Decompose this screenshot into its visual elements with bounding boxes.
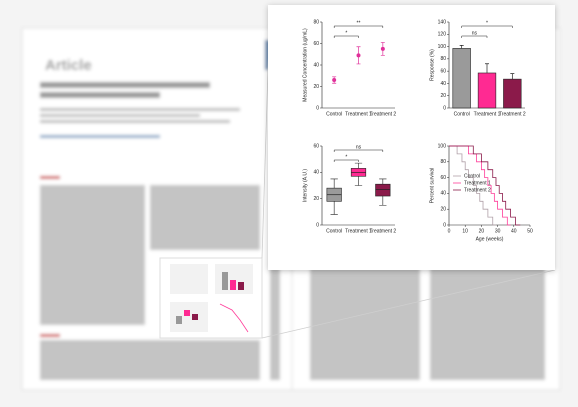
box xyxy=(375,183,391,197)
x-tick-label: Treatment 1 xyxy=(345,228,372,234)
y-tick-label: 80 xyxy=(313,19,319,25)
significance-bracket xyxy=(333,25,384,28)
article-heading: Article xyxy=(45,57,92,74)
significance-bracket xyxy=(333,149,384,152)
significance-label: ns xyxy=(472,30,478,36)
survival-curve xyxy=(449,145,496,226)
dot xyxy=(380,46,385,51)
x-tick-label: 50 xyxy=(527,228,533,234)
x-tick-label: 0 xyxy=(448,228,451,234)
bar xyxy=(503,78,522,109)
dot xyxy=(332,78,337,83)
y-tick-label: 100 xyxy=(438,143,447,149)
y-tick-label: 20 xyxy=(313,84,319,90)
y-tick-label: 100 xyxy=(438,44,447,50)
x-tick-label: 10 xyxy=(462,228,468,234)
y-tick-label: 60 xyxy=(313,41,319,47)
y-tick-label: 0 xyxy=(316,105,319,111)
y-tick-label: 0 xyxy=(443,105,446,111)
x-tick-label: Control xyxy=(326,111,342,117)
y-axis-label: Response (%) xyxy=(429,49,435,81)
survival-curve xyxy=(449,145,521,226)
y-axis-label: Measured Concentration (ug/mL) xyxy=(302,28,308,102)
x-tick-label: Treatment 2 xyxy=(369,111,396,117)
y-tick-label: 0 xyxy=(316,222,319,228)
significance-label: * xyxy=(345,154,347,160)
x-tick-label: 40 xyxy=(511,228,517,234)
dot xyxy=(356,53,361,58)
x-tick-label: 30 xyxy=(495,228,501,234)
y-tick-label: 120 xyxy=(438,32,447,38)
y-tick-label: 40 xyxy=(440,191,446,197)
y-tick-label: 60 xyxy=(440,175,446,181)
survival-curve xyxy=(449,145,511,226)
y-tick-label: 20 xyxy=(313,196,319,202)
legend-label: Treatment 1 xyxy=(464,180,491,186)
y-tick-label: 0 xyxy=(443,222,446,228)
bar xyxy=(452,48,471,109)
y-tick-label: 20 xyxy=(440,93,446,99)
y-tick-label: 60 xyxy=(313,143,319,149)
significance-bracket xyxy=(461,35,488,38)
y-tick-label: 80 xyxy=(440,56,446,62)
y-axis-label: Percent survival xyxy=(429,168,435,204)
significance-bracket xyxy=(333,35,359,38)
x-tick-label: Treatment 2 xyxy=(499,111,526,117)
significance-bracket xyxy=(333,159,359,162)
significance-label: ** xyxy=(357,20,361,26)
significance-bracket xyxy=(461,25,513,28)
x-tick-label: 20 xyxy=(479,228,485,234)
significance-label: * xyxy=(345,30,347,36)
zoom-panel xyxy=(268,5,555,270)
x-tick-label: Treatment 2 xyxy=(369,228,396,234)
x-axis-label: Age (weeks) xyxy=(476,236,504,242)
legend-label: Treatment 2 xyxy=(464,187,491,193)
y-tick-label: 60 xyxy=(440,68,446,74)
x-tick-label: Control xyxy=(454,111,470,117)
significance-label: * xyxy=(486,20,488,26)
thumbnail-figure xyxy=(159,257,263,339)
y-tick-label: 40 xyxy=(440,81,446,87)
y-tick-label: 80 xyxy=(440,159,446,165)
x-tick-label: Treatment 1 xyxy=(345,111,372,117)
y-tick-label: 40 xyxy=(313,170,319,176)
x-tick-label: Treatment 1 xyxy=(474,111,501,117)
x-tick-label: Control xyxy=(326,228,342,234)
y-tick-label: 140 xyxy=(438,19,447,25)
legend-label: Control xyxy=(464,173,480,179)
y-axis-label: Intensity (A.U.) xyxy=(302,169,308,202)
significance-label: ns xyxy=(356,144,362,150)
y-tick-label: 40 xyxy=(313,62,319,68)
y-tick-label: 20 xyxy=(440,207,446,213)
charts: 0 20 40 60 80 Measured Concentration (ug/mL) C… xyxy=(302,19,533,242)
bar xyxy=(477,72,497,109)
